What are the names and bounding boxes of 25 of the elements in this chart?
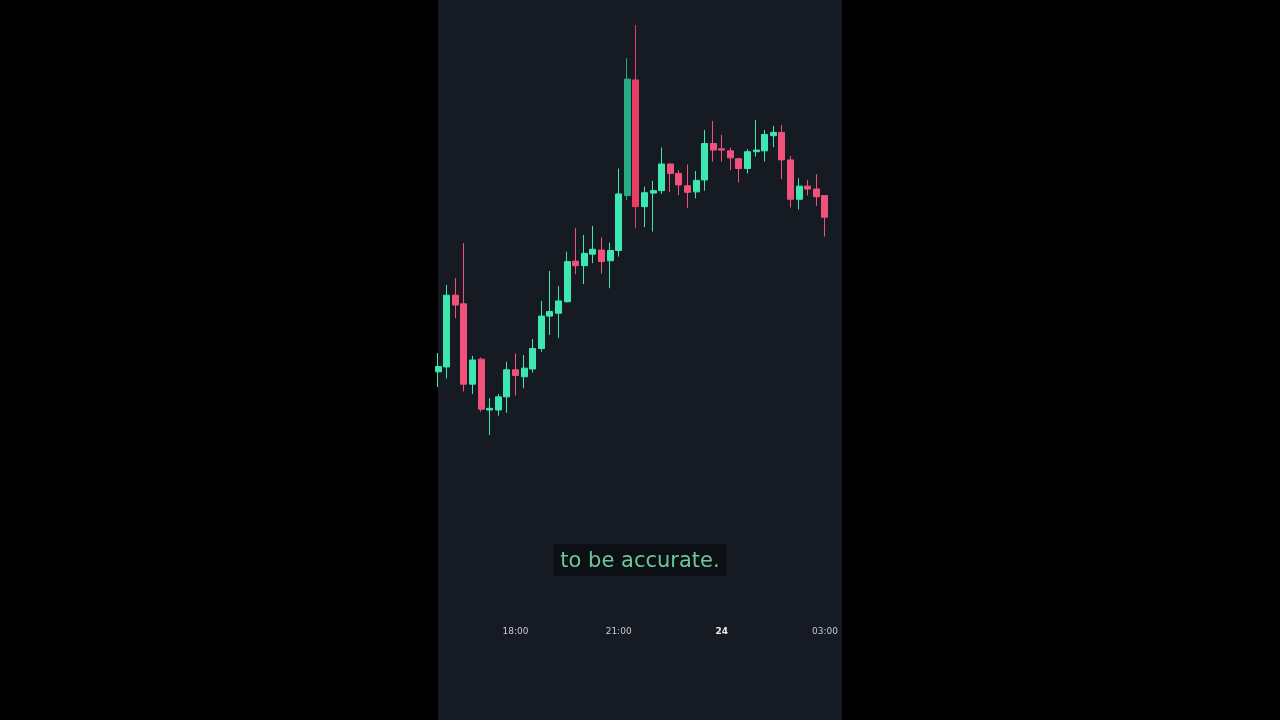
candlestick: [632, 24, 639, 229]
candlestick: [787, 155, 794, 208]
candlestick: [770, 125, 777, 148]
candlestick: [512, 352, 519, 397]
candlestick: [555, 285, 562, 339]
x-tick-label: 24: [715, 625, 729, 636]
candlestick: [572, 227, 579, 275]
candlestick: [796, 177, 803, 210]
candlestick: [778, 124, 785, 180]
candlestick: [624, 57, 631, 201]
candlestick: [641, 186, 648, 228]
candlestick: [735, 157, 742, 183]
text: to be accurate.: [553, 544, 727, 576]
candlestick: [727, 147, 734, 171]
x-tick-label: 21:00: [605, 625, 632, 636]
candlestick: [469, 355, 476, 395]
candlestick: [478, 357, 485, 413]
candlestick: [744, 148, 751, 174]
candlestick: [684, 163, 691, 209]
candlestick: [486, 397, 493, 436]
x-tick-label: 03:00: [811, 625, 839, 636]
x-tick-label: 18:00: [502, 625, 529, 636]
candlestick: [804, 179, 811, 197]
candlestick: [564, 251, 571, 304]
candlestick: [598, 236, 605, 274]
